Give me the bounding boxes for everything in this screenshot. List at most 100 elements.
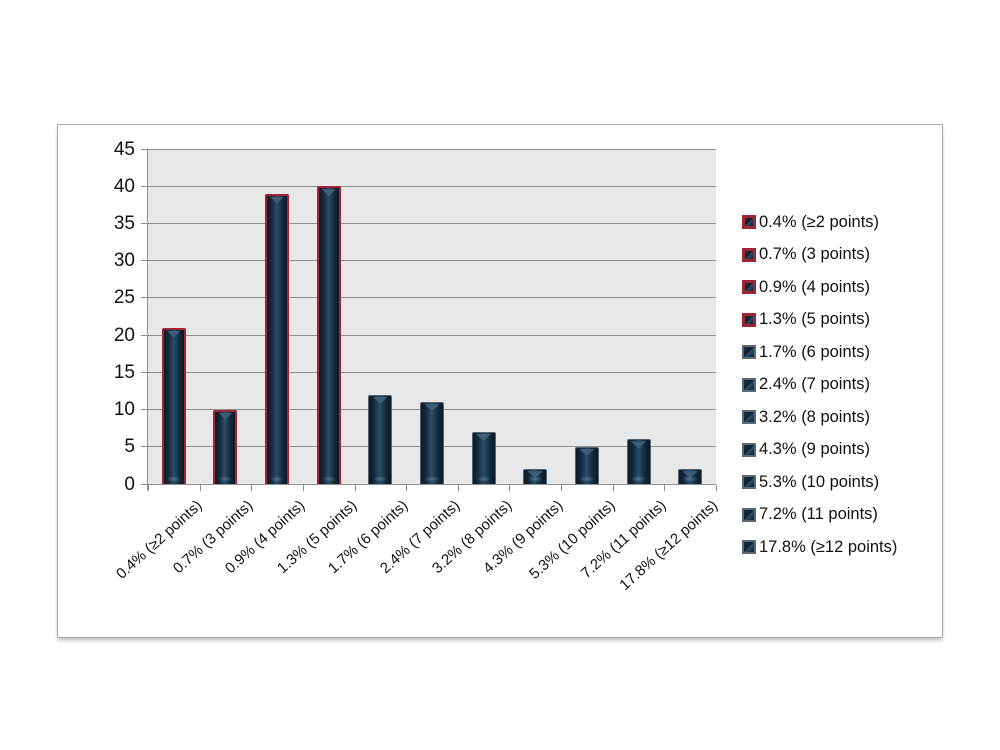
legend-label: 0.7% (3 points) [759,245,870,264]
y-tick-label: 15 [113,361,135,383]
y-axis-tick [141,222,147,224]
chart-frame: 0 5 10 15 20 25 30 35 40 45 0.4% (≥2 points) 0.7% (… [57,124,943,638]
bar [678,469,703,484]
y-tick-label: 40 [113,175,135,197]
gridline [148,148,716,150]
legend-item: 3.2% (8 points) [742,401,897,434]
gridline [148,297,716,299]
y-tick-label: 30 [113,250,135,272]
y-axis-tick [141,297,147,299]
bar-gloss-highlight [321,189,336,197]
x-tick-label: 17.8% (≥12 points) [616,497,722,594]
legend: 0.4% (≥2 points) 0.7% (3 points) 0.9% (4 p… [742,206,897,564]
y-tick-label: 10 [113,399,135,421]
bar-gloss-highlight [372,396,389,404]
y-axis-line [147,149,148,490]
bar-base-sheen [682,475,698,482]
legend-swatch-icon [742,507,756,522]
legend-item: 2.4% (7 points) [742,369,897,402]
gridline [148,185,716,187]
gridline [148,334,716,336]
x-axis-tick [561,485,563,491]
bar [213,409,238,484]
x-axis-tick [354,485,356,491]
bar-gloss-highlight [475,433,492,441]
legend-label: 2.4% (7 points) [759,375,870,394]
legend-swatch-icon [742,377,756,392]
legend-label: 4.3% (9 points) [759,440,870,459]
legend-label: 5.3% (10 points) [759,472,880,491]
bar-gloss-highlight [424,404,440,412]
legend-item: 0.7% (3 points) [742,239,897,272]
legend-swatch-icon [742,410,756,425]
legend-item: 0.4% (≥2 points) [742,206,897,239]
legend-swatch-icon [742,345,756,360]
bar-base-sheen [630,475,647,482]
bar-base-sheen [270,475,285,482]
x-tick-label: 0.4% (≥2 points) [112,497,206,583]
bar-base-sheen [475,475,492,482]
bar-base-sheen [218,475,233,482]
legend-label: 7.2% (11 points) [759,505,878,524]
gridline [148,260,716,262]
x-axis-tick [457,485,459,491]
bar-gloss-highlight [218,412,233,420]
gridline [148,222,716,224]
y-axis-tick [141,334,147,336]
bar [161,327,186,484]
bar-base-sheen [424,475,440,482]
legend-item: 17.8% (≥12 points) [742,531,897,564]
y-tick-label: 25 [113,287,135,309]
legend-swatch-icon [742,247,756,262]
bar [265,193,290,484]
x-axis-line [148,484,716,485]
bar-base-sheen [527,475,543,482]
bar-base-sheen [372,475,389,482]
x-axis-tick [716,485,717,491]
legend-item: 1.3% (5 points) [742,304,897,337]
bar-gloss-highlight [579,448,595,456]
y-axis-tick [141,148,147,150]
y-axis-tick [141,260,147,262]
legend-swatch-icon [742,215,756,230]
bar-gloss-highlight [630,441,647,449]
legend-label: 3.2% (8 points) [759,407,870,426]
x-axis-tick [664,485,666,491]
legend-item: 7.2% (11 points) [742,499,897,532]
y-axis-tick [141,409,147,411]
y-tick-label: 5 [124,436,135,458]
bar [368,394,393,484]
x-axis-tick [302,485,304,491]
y-axis-tick [141,446,147,448]
x-axis-tick [612,485,614,491]
legend-swatch-icon [742,312,756,327]
bar-base-sheen [579,475,595,482]
bar-gloss-highlight [270,196,285,204]
y-axis-tick [141,371,147,373]
x-axis-tick [199,485,201,491]
bar-gloss-highlight [527,471,543,479]
bar-gloss-highlight [682,471,698,479]
legend-item: 0.9% (4 points) [742,271,897,304]
bar [574,446,599,484]
legend-label: 0.4% (≥2 points) [759,212,880,231]
legend-label: 0.9% (4 points) [759,277,870,296]
bar [523,469,548,484]
bar [626,439,651,484]
legend-swatch-icon [742,540,756,555]
legend-swatch-icon [742,280,756,295]
legend-label: 1.7% (6 points) [759,342,870,361]
y-axis-tick [141,483,147,485]
bar-gloss-highlight [166,330,181,338]
legend-label: 17.8% (≥12 points) [759,537,898,556]
y-tick-label: 35 [113,212,135,234]
bar [471,431,496,484]
bar-base-sheen [321,475,336,482]
x-axis-tick [406,485,408,491]
y-tick-label: 45 [113,138,135,160]
bar [420,402,444,484]
legend-item: 4.3% (9 points) [742,434,897,467]
gridline [148,371,716,373]
x-axis-tick [251,485,253,491]
bar [316,186,341,484]
